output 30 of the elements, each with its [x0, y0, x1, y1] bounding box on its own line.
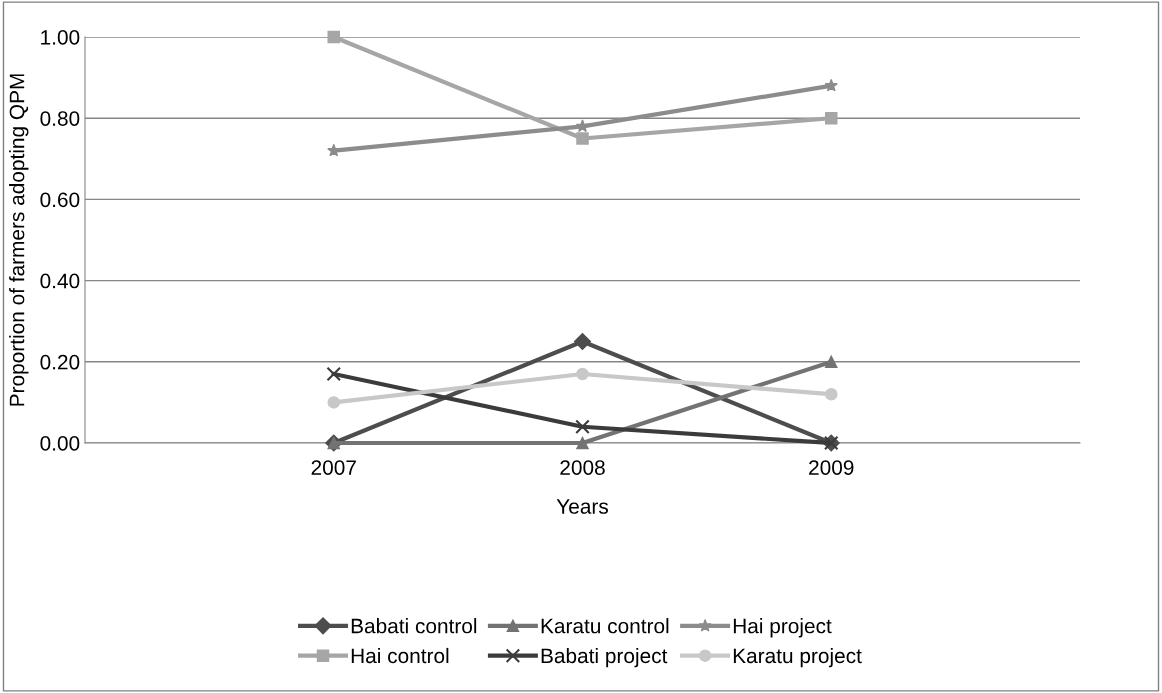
legend-label: Karatu control	[541, 618, 669, 634]
legend-label: Babati project	[541, 647, 668, 668]
point	[824, 388, 838, 401]
y-tick-label: 0.60	[40, 192, 80, 208]
legend-label: Hai project	[733, 618, 832, 638]
x-tick-label: 2009	[809, 460, 854, 475]
y-tick-label: 0.80	[40, 111, 80, 126]
point	[575, 419, 590, 435]
point	[327, 30, 341, 44]
legend-label: Hai control	[351, 647, 449, 664]
point	[576, 436, 589, 450]
x-axis-title: Years	[556, 499, 609, 514]
point	[824, 78, 838, 92]
point	[576, 132, 589, 145]
y-tick-label: 0.20	[40, 354, 80, 370]
legend-label: Babati control	[351, 618, 477, 634]
y-axis-title: Proportion of farmers adopting QPM	[9, 74, 29, 406]
point	[327, 396, 341, 409]
point	[326, 366, 342, 382]
point	[573, 332, 592, 351]
point	[824, 111, 838, 125]
point	[576, 367, 589, 381]
point	[824, 355, 838, 369]
legend-label: Karatu project	[733, 647, 862, 668]
y-tick-label: 0.40	[40, 273, 80, 289]
y-tick-label: 1.00	[41, 30, 80, 45]
x-tick-label: 2008	[560, 460, 605, 475]
x-tick-label: 2007	[311, 460, 356, 475]
y-tick-label: 0.00	[40, 436, 80, 451]
point	[575, 119, 590, 133]
